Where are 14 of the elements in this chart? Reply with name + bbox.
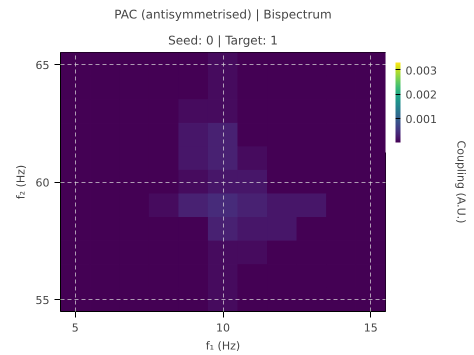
color-bar-label: 0.003: [406, 64, 437, 78]
y-axis-title: f₂ (Hz): [14, 164, 28, 200]
x-axis-title: f₁ (Hz): [206, 340, 240, 352]
chart-title: PAC (antisymmetrised) | Bispectrum: [114, 8, 332, 22]
chart-subtitle: Seed: 0 | Target: 1: [168, 34, 278, 48]
y-tick-label: 55: [36, 294, 50, 308]
color-bar-title: Coupling (A.U.): [454, 140, 468, 224]
color-bar-label: 0.002: [406, 88, 437, 102]
x-tick-label: 10: [216, 322, 230, 334]
x-tick-label: 15: [364, 322, 378, 334]
y-tick-label: 65: [36, 58, 50, 72]
y-tick-label: 60: [36, 176, 50, 190]
color-bar-label: 0.001: [406, 112, 437, 126]
x-tick-label: 5: [72, 322, 79, 334]
